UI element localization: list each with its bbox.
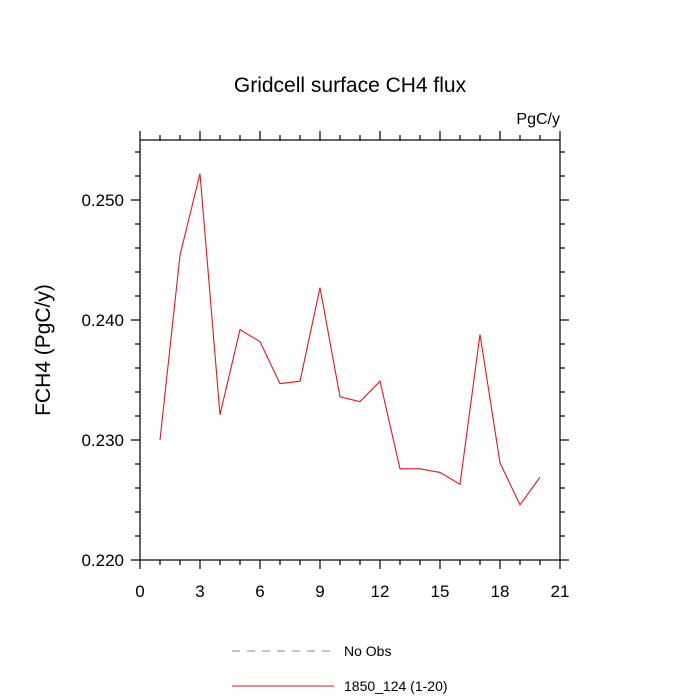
plot-frame [139,139,561,561]
legend-label: No Obs [344,643,391,659]
x-tick-label: 9 [315,582,324,601]
x-tick-label: 3 [195,582,204,601]
y-tick-label: 0.220 [81,551,124,570]
x-tick-label: 21 [551,582,570,601]
x-tick-label: 18 [491,582,510,601]
series-layer [159,173,541,506]
units-label: PgC/y [516,111,560,128]
chart-title: Gridcell surface CH4 flux [234,74,467,97]
legend-label: 1850_124 (1-20) [344,678,448,694]
legend: No Obs 1850_124 (1-20) [232,643,448,694]
axis-tick-labels: 0 3 6 9 12 15 18 21 0.220 0.230 0.240 0.250 [81,191,569,601]
axis-ticks [131,131,569,569]
y-tick-label: 0.240 [81,311,124,330]
y-tick-label: 0.250 [81,191,124,210]
x-tick-label: 15 [431,582,450,601]
x-tick-label: 6 [255,582,264,601]
x-tick-label: 12 [371,582,390,601]
y-tick-label: 0.230 [81,431,124,450]
series-line [159,173,541,506]
x-tick-label: 0 [135,582,144,601]
y-axis-label: FCH4 (PgC/y) [32,284,55,416]
